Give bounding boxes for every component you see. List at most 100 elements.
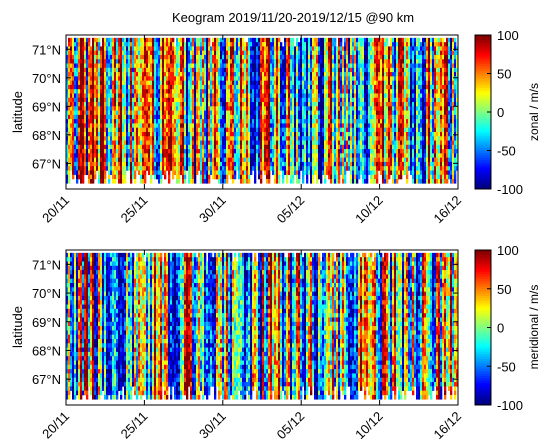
zonal-colorbar-step: [475, 175, 491, 178]
zonal-x-tick-label: 10/12: [352, 193, 386, 227]
zonal-colorbar-step: [475, 122, 491, 125]
meridional-colorbar-step: [475, 279, 491, 282]
zonal-y-tick-label: 70°N: [32, 71, 61, 86]
zonal-colorbar-step: [475, 83, 491, 86]
meridional-colorbar-tick-label: -50: [497, 359, 516, 374]
meridional-ylabel: latitude: [10, 306, 25, 348]
zonal-colorbar-step: [475, 119, 491, 122]
zonal-colorbar-step: [475, 45, 491, 48]
zonal-colorbar-step: [475, 172, 491, 175]
zonal-colorbar-step: [475, 138, 491, 141]
meridional-colorbar-step: [475, 291, 491, 294]
zonal-colorbar-step: [475, 69, 491, 72]
zonal-y-tick-label: 69°N: [32, 99, 61, 114]
meridional-colorbar-step: [475, 388, 491, 391]
zonal-x-tick-label: 30/11: [196, 193, 229, 226]
meridional-colorbar-step: [475, 381, 491, 384]
meridional-colorbar-step: [475, 269, 491, 272]
zonal-colorbar-step: [475, 129, 491, 132]
zonal-colorbar-step: [475, 146, 491, 149]
meridional-colorbar-step: [475, 330, 491, 333]
zonal-colorbar-step: [475, 98, 491, 101]
zonal-colorbar-step: [475, 163, 491, 166]
zonal-colorbar-step: [475, 37, 491, 40]
meridional-colorbar-step: [475, 323, 491, 326]
zonal-colorbar-step: [475, 76, 491, 79]
zonal-y-tick-label: 68°N: [32, 128, 61, 143]
meridional-colorbar-step: [475, 265, 491, 268]
meridional-keogram-image: [66, 253, 458, 400]
zonal-colorbar-step: [475, 66, 491, 69]
meridional-colorbar-step: [475, 313, 491, 316]
meridional-x-tick-label: 16/12: [431, 409, 465, 439]
meridional-colorbar-step: [475, 340, 491, 343]
zonal-colorbar-step: [475, 131, 491, 134]
zonal-colorbar-step: [475, 52, 491, 55]
meridional-colorbar-step: [475, 267, 491, 270]
zonal-colorbar-step: [475, 155, 491, 158]
zonal-colorbar-step: [475, 107, 491, 110]
zonal-colorbar-step: [475, 86, 491, 89]
meridional-colorbar-step: [475, 311, 491, 314]
meridional-x-tick-label: 20/11: [39, 409, 72, 439]
zonal-colorbar-tick-label: -50: [497, 144, 516, 159]
figure-title: Keogram 2019/11/20-2019/12/15 @90 km: [172, 10, 414, 25]
zonal-colorbar-step: [475, 105, 491, 108]
meridional-colorbar-step: [475, 303, 491, 306]
meridional-colorbar-step: [475, 255, 491, 258]
zonal-colorbar-step: [475, 78, 491, 81]
zonal-colorbar-step: [475, 102, 491, 105]
zonal-colorbar-step: [475, 49, 491, 52]
zonal-colorbar-step: [475, 93, 491, 96]
zonal-colorbar-step: [475, 179, 491, 182]
meridional-colorbar-step: [475, 274, 491, 277]
meridional-colorbar-step: [475, 260, 491, 263]
meridional-colorbar-step: [475, 308, 491, 311]
meridional-colorbar-step: [475, 298, 491, 301]
meridional-colorbar-step: [475, 342, 491, 345]
meridional-x-tick-label: 30/11: [196, 409, 229, 439]
zonal-colorbar-step: [475, 136, 491, 139]
zonal-y-tick-label: 67°N: [32, 156, 61, 171]
zonal-colorbar-step: [475, 184, 491, 187]
zonal-colorbar-step: [475, 42, 491, 45]
meridional-x-tick-label: 05/12: [274, 409, 308, 439]
meridional-colorbar-step: [475, 281, 491, 284]
zonal-x-tick-label: 20/11: [39, 193, 72, 226]
zonal-colorbar-step: [475, 61, 491, 64]
meridional-colorbar-step: [475, 354, 491, 357]
meridional-colorbar-step: [475, 390, 491, 393]
meridional-colorbar-step: [475, 386, 491, 389]
meridional-colorbar-step: [475, 378, 491, 381]
meridional-colorbar-step: [475, 272, 491, 275]
zonal-colorbar-step: [475, 170, 491, 173]
zonal-colorbar-step: [475, 81, 491, 84]
meridional-colorbar-step: [475, 315, 491, 318]
meridional-colorbar-step: [475, 395, 491, 398]
zonal-colorbar-step: [475, 64, 491, 67]
meridional-y-tick-label: 68°N: [32, 343, 61, 358]
meridional-y-tick-label: 70°N: [32, 286, 61, 301]
meridional-colorbar-step: [475, 357, 491, 360]
zonal-colorbar-step: [475, 117, 491, 120]
zonal-colorbar-step: [475, 47, 491, 50]
zonal-colorbar-step: [475, 124, 491, 127]
meridional-colorbar-step: [475, 337, 491, 340]
meridional-colorbar-step: [475, 335, 491, 338]
meridional-colorbar-step: [475, 383, 491, 386]
meridional-colorbar-step: [475, 359, 491, 362]
meridional-colorbar-tick-label: 50: [497, 282, 511, 297]
meridional-colorbar-step: [475, 296, 491, 299]
zonal-colorbar-label: zonal / m/s: [527, 83, 541, 141]
meridional-colorbar-step: [475, 301, 491, 304]
zonal-colorbar-step: [475, 141, 491, 144]
meridional-colorbar-step: [475, 320, 491, 323]
meridional-colorbar-step: [475, 400, 491, 403]
zonal-colorbar-tick-label: 50: [497, 67, 511, 82]
zonal-colorbar-step: [475, 95, 491, 98]
zonal-colorbar-step: [475, 165, 491, 168]
